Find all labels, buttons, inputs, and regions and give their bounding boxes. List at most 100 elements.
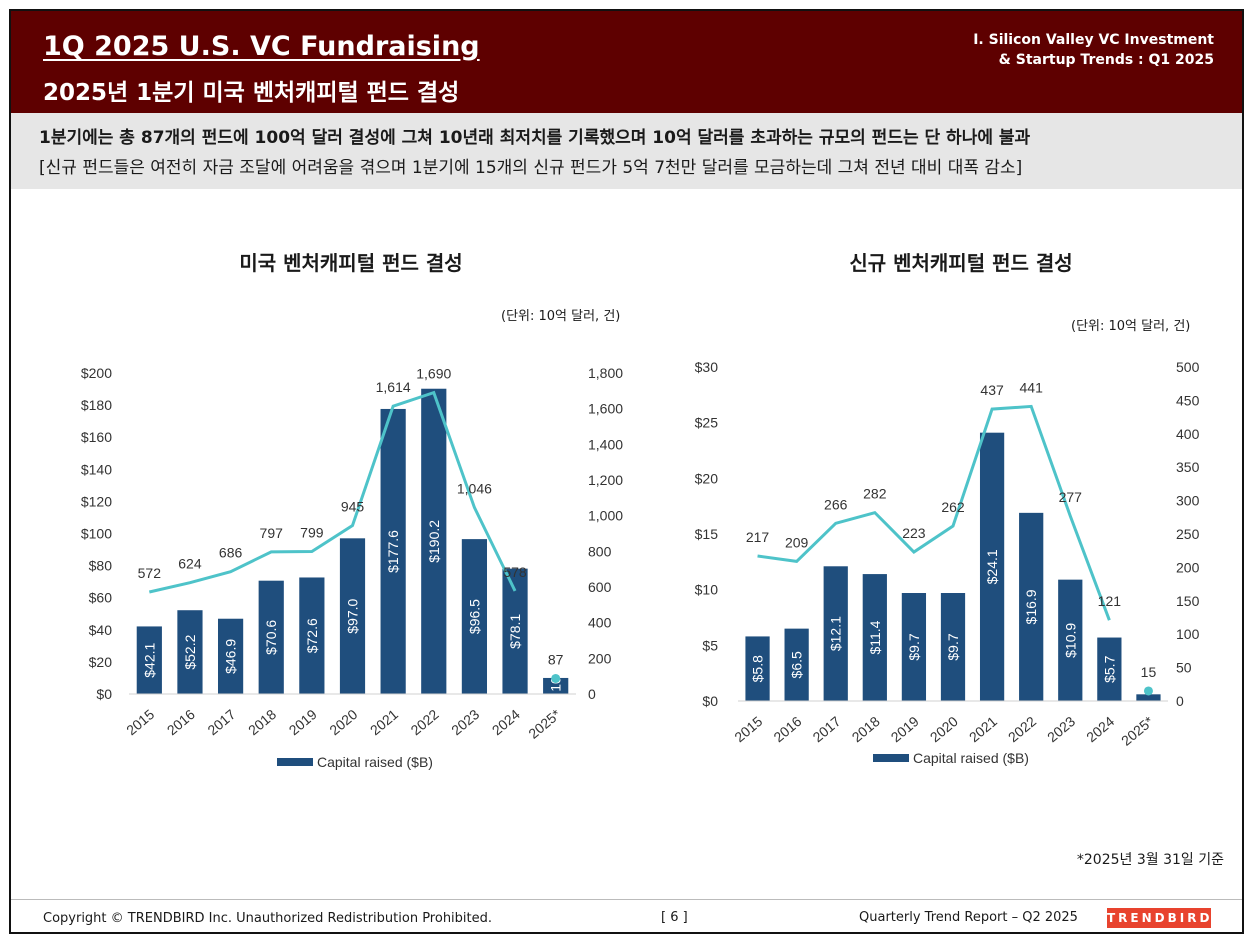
section-line-2: & Startup Trends : Q1 2025 bbox=[998, 52, 1214, 68]
line-label: 945 bbox=[341, 498, 365, 514]
section-line-1: I. Silicon Valley VC Investment bbox=[973, 32, 1214, 48]
x-tick-label: 2017 bbox=[810, 713, 844, 745]
bar-label: $46.9 bbox=[223, 639, 239, 674]
bar-label: $96.5 bbox=[466, 599, 482, 634]
y-right-tick: 100 bbox=[1176, 626, 1200, 642]
footnote: *2025년 3월 31일 기준 bbox=[1076, 852, 1224, 868]
x-tick-label: 2015 bbox=[731, 713, 765, 745]
y-right-tick: 1,600 bbox=[588, 401, 623, 417]
line-label: 262 bbox=[941, 499, 965, 515]
bar bbox=[1136, 694, 1161, 701]
legend-swatch bbox=[277, 758, 313, 766]
y-right-tick: 350 bbox=[1176, 459, 1200, 475]
chart-2-unit: (단위: 10억 달러, 건) bbox=[1071, 319, 1191, 334]
bar bbox=[979, 432, 1005, 701]
line-label: 1,614 bbox=[376, 379, 411, 395]
slide: 1Q 2025 U.S. VC Fundraising 2025년 1분기 미국… bbox=[9, 9, 1244, 934]
line-label: 624 bbox=[178, 556, 202, 572]
bar bbox=[940, 593, 966, 701]
bar bbox=[1019, 512, 1044, 701]
bar bbox=[1097, 637, 1122, 701]
footer: Copyright © TRENDBIRD Inc. Unauthorized … bbox=[11, 899, 1242, 932]
y-left-tick: $180 bbox=[81, 397, 112, 413]
chart-2-title: 신규 벤처캐피털 펀드 결성 bbox=[849, 251, 1073, 275]
y-left-tick: $140 bbox=[81, 461, 112, 477]
section-label: I. Silicon Valley VC Investment & Startu… bbox=[973, 30, 1214, 70]
y-left-tick: $5 bbox=[702, 637, 718, 653]
bar-label: $70.6 bbox=[263, 620, 279, 655]
x-tick-label: 2023 bbox=[1044, 713, 1078, 745]
line-label: 1,690 bbox=[416, 366, 451, 382]
bar bbox=[299, 577, 325, 694]
y-left-tick: $160 bbox=[81, 429, 112, 445]
title-en: 1Q 2025 U.S. VC Fundraising bbox=[43, 31, 480, 62]
bar-label: $97.0 bbox=[345, 598, 361, 633]
brand-logo: TRENDBIRD bbox=[1107, 908, 1211, 928]
line-label: 799 bbox=[300, 525, 324, 541]
bar-label: $11.4 bbox=[867, 620, 883, 654]
y-right-tick: 450 bbox=[1176, 392, 1200, 408]
x-tick-label: 2025* bbox=[1118, 713, 1157, 749]
bar-label: $72.6 bbox=[304, 618, 320, 653]
copyright-text: Copyright © TRENDBIRD Inc. Unauthorized … bbox=[43, 911, 493, 926]
bar bbox=[901, 593, 927, 701]
x-tick-label: 2019 bbox=[888, 713, 922, 745]
count-line bbox=[757, 404, 1111, 621]
line-label: 282 bbox=[863, 486, 887, 502]
x-tick-label: 2022 bbox=[1005, 713, 1039, 745]
summary-box: 1분기에는 총 87개의 펀드에 100억 달러 결성에 그쳐 10년래 최저치… bbox=[11, 113, 1242, 189]
bar bbox=[745, 636, 770, 701]
bar bbox=[862, 574, 887, 701]
bar bbox=[136, 626, 162, 694]
count-point-last bbox=[551, 673, 561, 683]
bar bbox=[1058, 579, 1083, 701]
bar bbox=[258, 580, 284, 694]
line-label: 209 bbox=[785, 534, 809, 550]
y-left-tick: $120 bbox=[81, 493, 112, 509]
y-right-tick: 600 bbox=[588, 579, 612, 595]
y-right-tick: 0 bbox=[588, 686, 596, 702]
line-label: 797 bbox=[260, 525, 284, 541]
report-name: Quarterly Trend Report – Q2 2025 bbox=[859, 910, 1078, 925]
y-left-tick: $0 bbox=[702, 693, 718, 709]
y-right-tick: 500 bbox=[1176, 359, 1200, 375]
bar bbox=[461, 539, 488, 694]
y-left-tick: $20 bbox=[695, 470, 719, 486]
line-label: 686 bbox=[219, 545, 243, 561]
charts-svg: $0$20$40$60$80$100$120$140$160$180$20002… bbox=[81, 359, 1200, 770]
y-right-tick: 800 bbox=[588, 543, 612, 559]
x-tick-label: 2020 bbox=[927, 713, 961, 745]
summary-line-2: [신규 펀드들은 여전히 자금 조달에 어려움을 겪으며 1분기에 15개의 신… bbox=[39, 158, 1023, 178]
line-label: 578 bbox=[503, 564, 527, 580]
bar-label: $10.9 bbox=[1062, 623, 1078, 658]
line-label: 1,046 bbox=[457, 480, 492, 496]
bar bbox=[823, 566, 848, 701]
title-ko: 2025년 1분기 미국 벤처캐피털 펀드 결성 bbox=[43, 80, 460, 106]
bar bbox=[543, 677, 569, 694]
y-left-tick: $60 bbox=[89, 590, 113, 606]
y-right-tick: 200 bbox=[588, 650, 612, 666]
summary-line-1: 1분기에는 총 87개의 펀드에 100억 달러 결성에 그쳐 10년래 최저치… bbox=[39, 128, 1031, 148]
bar-label: $52.2 bbox=[182, 634, 198, 669]
x-tick-label: 2024 bbox=[1083, 713, 1117, 745]
line-label: 266 bbox=[824, 496, 848, 512]
bar-label: $16.9 bbox=[1023, 589, 1039, 624]
y-left-tick: $0 bbox=[96, 686, 112, 702]
x-tick-label: 2021 bbox=[966, 713, 1000, 745]
x-tick-label: 2018 bbox=[849, 713, 883, 745]
chart-1-title: 미국 벤처캐피털 펀드 결성 bbox=[239, 251, 463, 275]
line-label: 217 bbox=[746, 529, 770, 545]
x-tick-label: 2023 bbox=[448, 706, 482, 738]
x-tick-label: 2024 bbox=[489, 706, 523, 738]
y-left-tick: $10 bbox=[695, 582, 719, 598]
bar bbox=[217, 618, 244, 694]
line-label: 572 bbox=[138, 565, 162, 581]
x-tick-label: 2015 bbox=[123, 706, 157, 738]
x-tick-label: 2021 bbox=[367, 706, 401, 738]
y-right-tick: 0 bbox=[1176, 693, 1184, 709]
count-line bbox=[148, 390, 517, 594]
legend-label: Capital raised ($B) bbox=[913, 750, 1029, 766]
bar-label: $5.7 bbox=[1101, 655, 1117, 682]
y-right-tick: 1,000 bbox=[588, 508, 623, 524]
bar bbox=[339, 538, 366, 694]
